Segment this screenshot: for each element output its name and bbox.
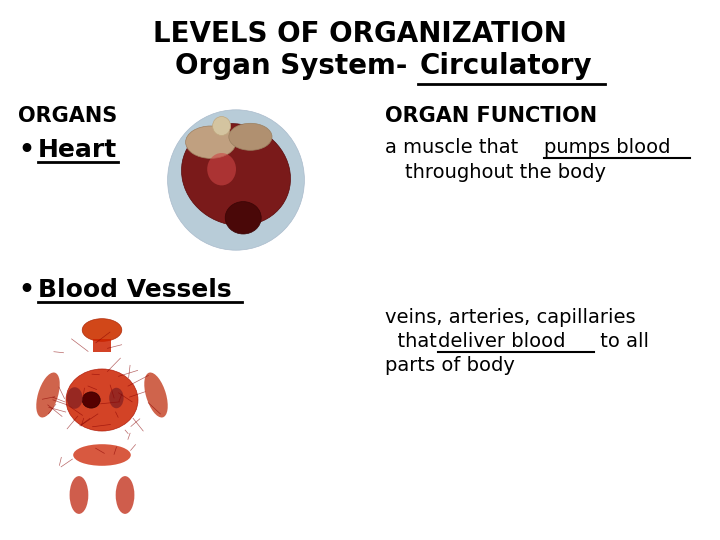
Ellipse shape <box>67 387 83 409</box>
Text: Heart: Heart <box>38 138 117 162</box>
Ellipse shape <box>207 153 236 185</box>
Bar <box>94 339 111 352</box>
Ellipse shape <box>82 392 100 408</box>
Text: ORGAN FUNCTION: ORGAN FUNCTION <box>385 106 597 126</box>
Text: ORGANS: ORGANS <box>18 106 117 126</box>
Ellipse shape <box>109 388 124 408</box>
Ellipse shape <box>70 476 89 514</box>
Ellipse shape <box>181 124 290 226</box>
Ellipse shape <box>66 369 138 431</box>
Text: Organ System-: Organ System- <box>175 52 427 80</box>
Ellipse shape <box>225 201 261 234</box>
Text: LEVELS OF ORGANIZATION: LEVELS OF ORGANIZATION <box>153 20 567 48</box>
Text: that: that <box>385 332 443 351</box>
Text: Circulatory: Circulatory <box>420 52 593 80</box>
Text: a muscle that: a muscle that <box>385 138 524 157</box>
Text: parts of body: parts of body <box>385 356 515 375</box>
Ellipse shape <box>144 373 168 417</box>
Ellipse shape <box>186 126 236 158</box>
Text: to all: to all <box>594 332 649 351</box>
Text: •: • <box>18 278 34 302</box>
Text: •: • <box>18 138 34 162</box>
Text: Blood Vessels: Blood Vessels <box>38 278 232 302</box>
Text: throughout the body: throughout the body <box>405 163 606 182</box>
Ellipse shape <box>168 110 305 250</box>
Ellipse shape <box>36 373 60 417</box>
Ellipse shape <box>73 444 131 466</box>
Ellipse shape <box>229 123 272 150</box>
Ellipse shape <box>212 117 230 136</box>
Ellipse shape <box>116 476 135 514</box>
Ellipse shape <box>82 319 122 341</box>
Text: veins, arteries, capillaries: veins, arteries, capillaries <box>385 308 636 327</box>
Text: deliver blood: deliver blood <box>438 332 565 351</box>
Text: pumps blood: pumps blood <box>544 138 670 157</box>
